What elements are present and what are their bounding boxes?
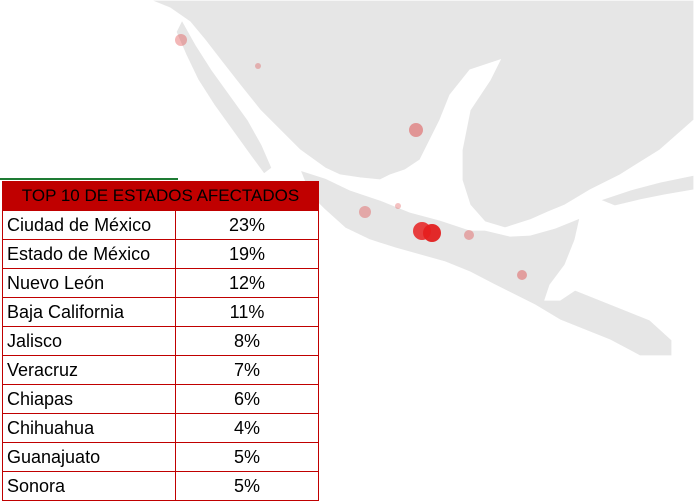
state-name: Baja California [2,297,176,327]
bubble [359,206,371,218]
north-america [149,0,694,229]
state-percent: 19% [175,239,319,269]
bubble [395,203,401,209]
bubble [255,63,261,69]
state-name: Chihuahua [2,413,176,443]
state-percent: 12% [175,268,319,298]
table-row: Guanajuato 5% [2,442,319,472]
land [149,0,694,357]
table-row: Sonora 5% [2,471,319,501]
state-percent: 5% [175,471,319,501]
table-row: Jalisco 8% [2,326,319,356]
table-row: Veracruz 7% [2,355,319,385]
state-percent: 4% [175,413,319,443]
state-percent: 5% [175,442,319,472]
table-row: Baja California 11% [2,297,319,327]
state-percent: 8% [175,326,319,356]
table-title: TOP 10 DE ESTADOS AFECTADOS [2,181,319,211]
state-percent: 23% [175,210,319,240]
cell-border [0,178,178,180]
table-row: Estado de México 19% [2,239,319,269]
state-name: Sonora [2,471,176,501]
state-name: Jalisco [2,326,176,356]
table-row: Chiapas 6% [2,384,319,414]
state-name: Ciudad de México [2,210,176,240]
state-name: Chiapas [2,384,176,414]
table-row: Chihuahua 4% [2,413,319,443]
state-percent: 11% [175,297,319,327]
bubble [517,270,527,280]
table-body: Ciudad de México 23% Estado de México 19% Nu… [2,210,319,501]
states-table: TOP 10 DE ESTADOS AFECTADOS Ciudad de Mé… [2,181,319,501]
table-row: Nuevo León 12% [2,268,319,298]
bubble [464,230,474,240]
bubble [413,222,431,240]
bubbles [175,34,527,280]
state-name: Guanajuato [2,442,176,472]
baja-california [175,18,273,175]
table-row: Ciudad de México 23% [2,210,319,240]
state-name: Veracruz [2,355,176,385]
state-percent: 7% [175,355,319,385]
mexico-south [298,169,673,357]
state-name: Nuevo León [2,268,176,298]
bubble [175,34,187,46]
state-percent: 6% [175,384,319,414]
state-name: Estado de México [2,239,176,269]
cuba [598,174,694,207]
bubble [409,123,423,137]
